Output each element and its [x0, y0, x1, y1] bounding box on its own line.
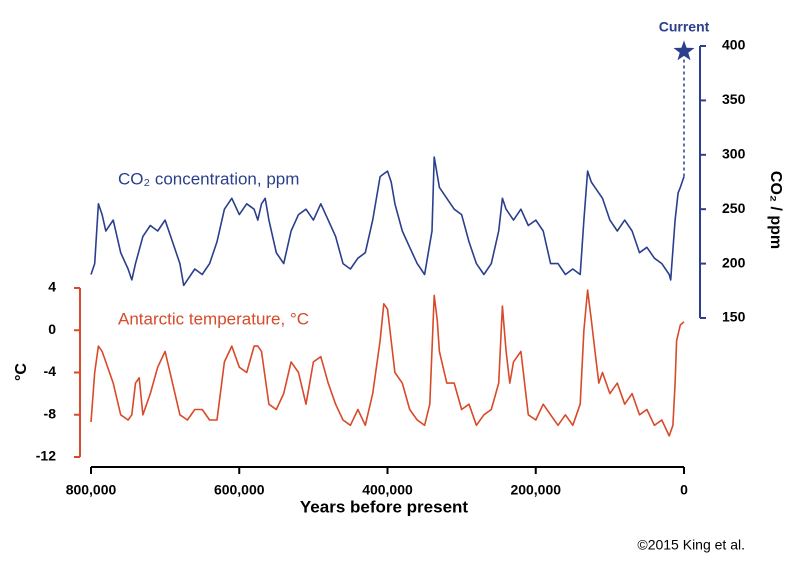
- y-tick-label: -8: [44, 405, 57, 421]
- y2-tick-label: 150: [722, 309, 746, 325]
- y2-tick-label: 200: [722, 254, 746, 270]
- x-tick-label: 400,000: [362, 482, 413, 498]
- x-tick-label: 0: [680, 482, 688, 498]
- x-tick-label: 200,000: [510, 482, 561, 498]
- current-star: [673, 40, 695, 61]
- x-tick-label: 800,000: [66, 482, 117, 498]
- y2-tick-label: 300: [722, 146, 746, 162]
- credit: ©2015 King et al.: [637, 537, 745, 553]
- y-tick-label: 4: [48, 279, 56, 295]
- y-tick-label: -12: [36, 448, 56, 464]
- y-tick-label: 0: [48, 321, 56, 337]
- y-tick-label: -4: [44, 363, 57, 379]
- x-axis-title: Years before present: [300, 497, 469, 516]
- annotation-label: Current: [659, 19, 710, 35]
- y2-tick-label: 350: [722, 91, 746, 107]
- series-label: Antarctic temperature, °C: [118, 309, 309, 328]
- series-label: CO₂ concentration, ppm: [118, 169, 299, 188]
- data-line: [90, 156, 685, 287]
- y2-axis-title: CO₂ / ppm: [767, 171, 784, 249]
- y2-tick-label: 250: [722, 200, 746, 216]
- y-axis-title: °C: [13, 363, 30, 381]
- data-line: [90, 289, 685, 437]
- x-tick-label: 600,000: [214, 482, 265, 498]
- y2-tick-label: 400: [722, 37, 746, 53]
